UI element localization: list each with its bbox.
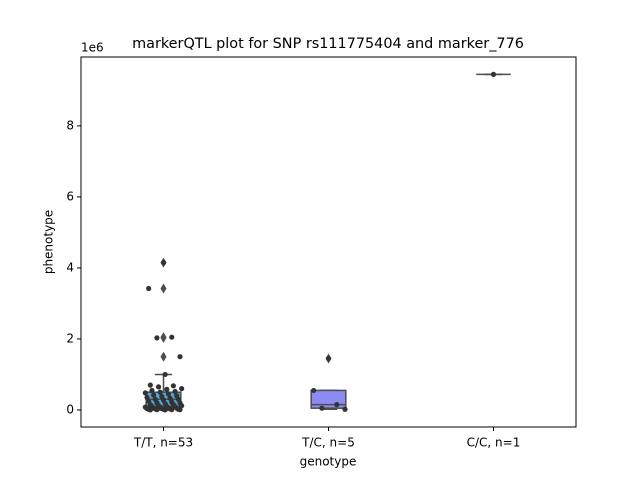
strip-point: [169, 407, 175, 413]
y-tick-label: 0: [66, 402, 74, 416]
chart-title: markerQTL plot for SNP rs111775404 and m…: [132, 36, 524, 52]
x-tick-label: T/T, n=53: [133, 436, 193, 450]
plot-frame: [80, 56, 577, 428]
strip-point: [179, 403, 185, 409]
strip-point: [172, 388, 178, 395]
strip-point: [342, 406, 348, 412]
strip-point: [162, 407, 168, 413]
strip-point: [170, 383, 176, 389]
strip-point: [151, 392, 157, 398]
strip-point: [160, 259, 167, 266]
outlier: [160, 332, 167, 343]
y-tick-label: 4: [66, 260, 74, 274]
outlier: [160, 283, 167, 294]
y-tick-label: 8: [66, 118, 74, 132]
strip-point: [169, 334, 175, 340]
x-tick-label: C/C, n=1: [467, 436, 521, 450]
y-axis-label: phenotype: [42, 210, 56, 274]
strip-point: [154, 335, 160, 341]
box: [310, 389, 347, 409]
y-tick-label: 2: [66, 331, 74, 345]
strip-point: [157, 389, 163, 395]
y-offset-label: 1e6: [81, 41, 104, 55]
strip-point: [146, 285, 152, 292]
strip-point: [162, 371, 168, 378]
strip-point: [142, 390, 148, 396]
strip-point: [325, 355, 332, 362]
y-tick-label: 6: [66, 189, 74, 203]
strip-point: [167, 395, 173, 401]
strip-point: [177, 407, 183, 413]
strip-point: [179, 386, 185, 392]
x-tick-label: T/C, n=5: [301, 436, 355, 450]
strip-point: [319, 405, 325, 411]
strip-point: [165, 391, 172, 397]
strip-point: [154, 407, 160, 413]
strip-point: [147, 382, 153, 388]
strip-point: [490, 71, 497, 77]
outlier: [160, 351, 167, 362]
strip-point: [311, 387, 317, 394]
strip-point: [177, 354, 183, 360]
strip-point: [147, 407, 153, 413]
x-axis-label: genotype: [300, 455, 357, 469]
strip-point: [164, 386, 170, 392]
strip-point: [155, 384, 162, 390]
strip-point: [334, 402, 340, 408]
strip-point: [149, 387, 155, 394]
